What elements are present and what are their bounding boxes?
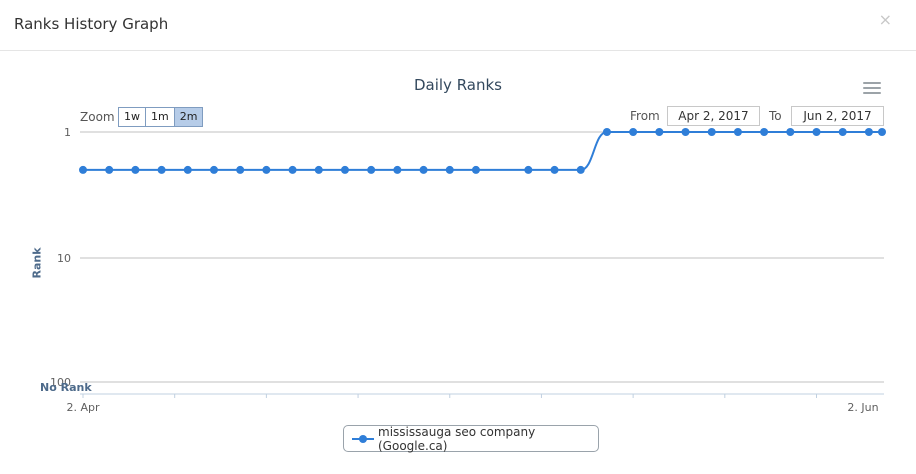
data-point: [419, 165, 428, 174]
data-point: [236, 165, 245, 174]
no-rank-label: No Rank: [40, 381, 92, 394]
data-point: [209, 165, 218, 174]
close-icon[interactable]: ×: [878, 10, 892, 29]
data-point: [157, 165, 166, 174]
x-tick-label: 2. Apr: [66, 401, 99, 414]
series-line: [83, 131, 882, 171]
legend-symbol-icon: [352, 434, 374, 444]
to-date-input[interactable]: Jun 2, 2017: [791, 106, 884, 126]
data-point: [733, 128, 742, 136]
zoom-2m-button[interactable]: 2m: [174, 108, 203, 126]
data-point: [629, 128, 638, 136]
data-point: [864, 128, 873, 136]
hamburger-menu-icon[interactable]: [863, 82, 881, 96]
data-point: [340, 165, 349, 174]
data-point: [131, 165, 140, 174]
data-point: [105, 165, 114, 174]
data-point: [655, 128, 664, 136]
data-point: [812, 128, 821, 136]
data-point: [786, 128, 795, 136]
y-tick-label-1: 1: [64, 126, 71, 139]
modal-header: Ranks History Graph ×: [0, 0, 916, 51]
data-point: [707, 128, 716, 136]
data-point: [524, 165, 533, 174]
data-point: [367, 165, 376, 174]
y-tick-label-100: 100: [50, 376, 71, 389]
data-point: [760, 128, 769, 136]
data-point: [445, 165, 454, 174]
y-tick-label-10: 10: [57, 252, 71, 265]
legend-label: mississauga seo company (Google.ca): [378, 424, 536, 453]
data-point: [602, 128, 611, 136]
zoom-button-group: 1w 1m 2m: [118, 107, 204, 127]
data-point: [314, 165, 323, 174]
x-tick-label: 2. Jun: [847, 401, 878, 414]
from-label: From: [630, 109, 660, 123]
data-point: [393, 165, 402, 174]
data-point: [183, 165, 192, 174]
from-date-input[interactable]: Apr 2, 2017: [667, 106, 760, 126]
data-point: [576, 165, 585, 174]
zoom-1w-button[interactable]: 1w: [119, 108, 146, 126]
to-label: To: [769, 109, 782, 123]
data-point: [878, 128, 886, 136]
legend-item[interactable]: mississauga seo company (Google.ca): [343, 424, 599, 453]
chart-title: Daily Ranks: [413, 76, 502, 94]
data-point: [550, 165, 559, 174]
data-point: [79, 165, 87, 174]
data-point: [838, 128, 847, 136]
zoom-1m-button[interactable]: 1m: [146, 108, 175, 126]
data-point: [262, 165, 271, 174]
zoom-label: Zoom: [80, 110, 115, 124]
data-point: [288, 165, 297, 174]
data-point: [471, 165, 480, 174]
data-point: [681, 128, 690, 136]
modal-title: Ranks History Graph: [14, 15, 169, 33]
